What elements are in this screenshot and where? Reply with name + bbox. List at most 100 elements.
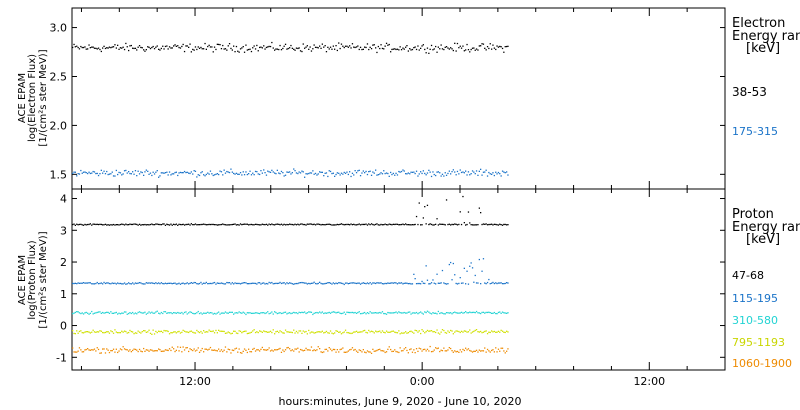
proton-point (238, 311, 240, 313)
proton-point (267, 311, 269, 313)
proton-point (362, 330, 364, 332)
electron-point (411, 48, 414, 51)
electron-point (190, 171, 192, 173)
electron-point (224, 172, 227, 174)
proton-point (243, 282, 246, 284)
proton-point (437, 332, 439, 334)
electron-point (390, 171, 392, 174)
proton-point (252, 330, 254, 332)
proton-point (392, 330, 394, 332)
proton-point (133, 348, 135, 350)
proton-point (256, 283, 258, 285)
proton-series-1060-1900 (72, 345, 509, 354)
proton-point (417, 223, 419, 226)
electron-point (171, 173, 173, 175)
proton-point (298, 330, 300, 332)
electron-point (373, 172, 375, 174)
electron-point (373, 44, 375, 46)
electron-point (384, 45, 386, 47)
electron-point (304, 47, 306, 49)
proton-point (129, 283, 131, 285)
electron-data-points (72, 41, 509, 178)
proton-point (306, 349, 308, 351)
electron-point (259, 173, 261, 176)
proton-point (226, 351, 228, 353)
proton-point (328, 311, 330, 314)
electron-point (248, 48, 250, 51)
proton-point (170, 349, 172, 352)
proton-point (289, 282, 291, 284)
electron-point (224, 48, 227, 50)
proton-point (504, 312, 506, 314)
proton-point (383, 283, 385, 285)
electron-point (301, 170, 303, 172)
electron-point (119, 47, 122, 49)
proton-point (278, 348, 280, 350)
proton-point (384, 332, 386, 334)
proton-point (459, 331, 461, 334)
electron-point (329, 170, 332, 173)
electron-point (491, 48, 493, 50)
proton-point (269, 224, 272, 226)
electron-point (133, 47, 135, 50)
proton-point (134, 282, 137, 284)
proton-point (128, 282, 130, 284)
proton-point (179, 283, 182, 285)
proton-point (426, 348, 429, 350)
proton-point (456, 312, 459, 314)
proton-point (501, 347, 504, 349)
proton-point (128, 331, 130, 334)
proton-point (287, 224, 289, 226)
proton-point (506, 224, 508, 226)
electron-point (451, 48, 453, 50)
electron-point (395, 172, 397, 174)
proton-point (477, 312, 479, 314)
electron-point (243, 174, 246, 176)
proton-point (291, 283, 293, 285)
proton-point (237, 332, 239, 335)
proton-point (226, 224, 228, 226)
proton-point (274, 349, 276, 351)
proton-point (385, 351, 388, 353)
electron-point (499, 45, 501, 48)
electron-point (245, 171, 247, 173)
electron-point (276, 48, 278, 50)
electron-point (268, 45, 270, 48)
proton-point (110, 283, 112, 285)
proton-point (80, 282, 82, 284)
proton-point (174, 350, 176, 353)
electron-point (170, 174, 172, 176)
proton-point (366, 282, 369, 284)
electron-point (93, 47, 96, 49)
electron-legend-title: Electron (732, 16, 785, 31)
proton-point (463, 267, 465, 269)
electron-point (198, 174, 201, 177)
proton-point (325, 348, 328, 350)
proton-point (289, 312, 291, 314)
proton-point (421, 224, 423, 226)
proton-point (410, 283, 412, 285)
proton-point (125, 311, 127, 313)
proton-point (72, 223, 74, 226)
proton-point (123, 282, 126, 284)
proton-point (103, 312, 105, 314)
electron-point (430, 175, 433, 178)
electron-point (128, 49, 130, 52)
proton-point (286, 223, 288, 226)
proton-point (239, 330, 242, 332)
proton-point (482, 331, 485, 333)
proton-point (429, 330, 431, 332)
proton-point (265, 282, 268, 285)
proton-point (181, 311, 183, 314)
proton-point (261, 312, 263, 314)
proton-point (475, 349, 478, 351)
proton-point (241, 282, 243, 284)
electron-point (366, 43, 369, 45)
proton-point (267, 224, 269, 226)
proton-point (478, 331, 480, 333)
proton-point (99, 352, 101, 354)
electron-point (112, 175, 115, 177)
proton-point (294, 348, 296, 350)
electron-point (194, 170, 197, 172)
electron-point (279, 173, 281, 175)
